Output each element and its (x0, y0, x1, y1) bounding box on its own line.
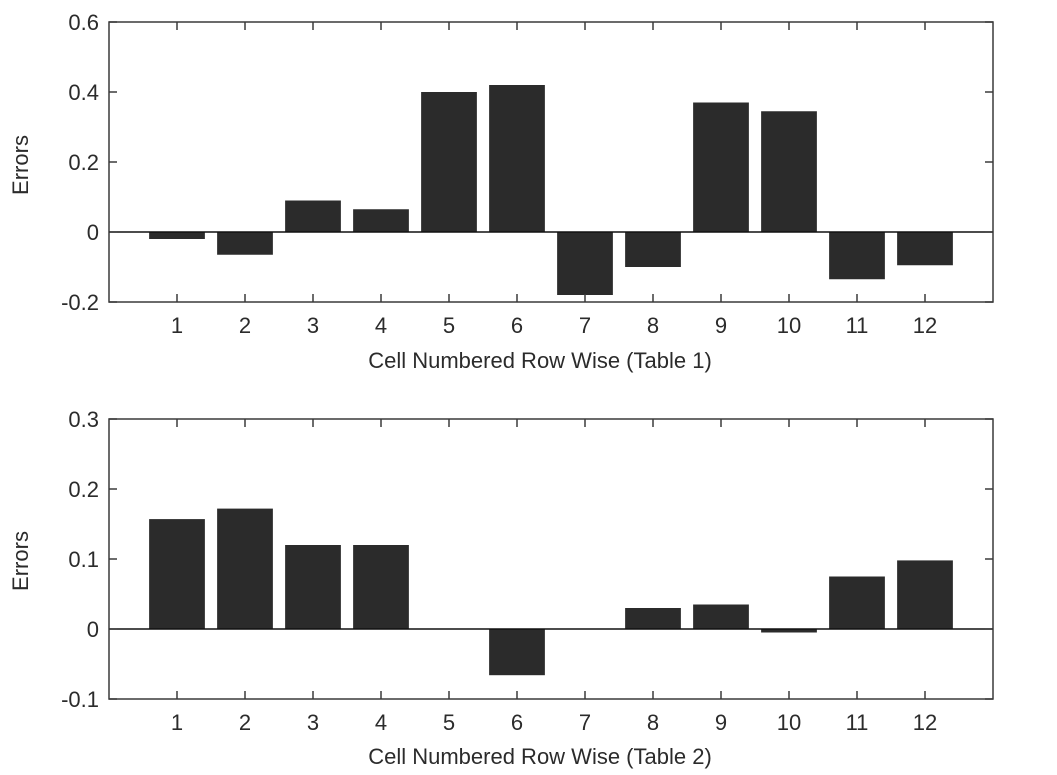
bar-11 (829, 232, 885, 280)
bar-7 (557, 232, 613, 295)
x-tick-label: 3 (307, 313, 319, 338)
bar-2 (217, 508, 273, 629)
bar-10 (761, 111, 817, 232)
x-tick-label: 8 (647, 313, 659, 338)
y-tick-label: -0.2 (61, 290, 99, 315)
y-axis-title: Errors (8, 531, 33, 591)
bar-5 (421, 92, 477, 232)
x-tick-label: 5 (443, 313, 455, 338)
x-tick-label: 10 (777, 313, 801, 338)
x-tick-label: 1 (171, 710, 183, 735)
y-tick-label: 0.4 (68, 80, 99, 105)
bar-10 (761, 629, 817, 633)
bar-9 (693, 604, 749, 629)
y-tick-label: -0.1 (61, 687, 99, 712)
bar-6 (489, 629, 545, 676)
bar-4 (353, 209, 409, 232)
bar-1 (149, 519, 205, 629)
x-tick-label: 9 (715, 313, 727, 338)
x-tick-label: 9 (715, 710, 727, 735)
y-tick-label: 0.3 (68, 407, 99, 432)
x-tick-label: 7 (579, 710, 591, 735)
bar-9 (693, 102, 749, 232)
bar-11 (829, 576, 885, 629)
x-tick-label: 4 (375, 710, 387, 735)
x-axis-title: Cell Numbered Row Wise (Table 1) (368, 348, 712, 373)
x-tick-label: 1 (171, 313, 183, 338)
x-tick-label: 12 (913, 710, 937, 735)
bar-3 (285, 545, 341, 629)
bar-1 (149, 232, 205, 239)
y-tick-label: 0 (87, 617, 99, 642)
x-tick-label: 11 (846, 710, 869, 735)
y-tick-label: 0.2 (68, 150, 99, 175)
x-tick-label: 11 (846, 313, 869, 338)
bar-12 (897, 232, 953, 266)
bar-12 (897, 560, 953, 629)
x-tick-label: 6 (511, 710, 523, 735)
x-tick-label: 4 (375, 313, 387, 338)
x-tick-label: 6 (511, 313, 523, 338)
bar-6 (489, 85, 545, 232)
bar-8 (625, 608, 681, 629)
y-axis-title: Errors (8, 135, 33, 195)
x-tick-label: 7 (579, 313, 591, 338)
bar-3 (285, 200, 341, 232)
chart-table-1: Errors Cell Numbered Row Wise (Table 1) … (8, 10, 994, 373)
x-tick-label: 2 (239, 710, 251, 735)
y-tick-label: 0.2 (68, 477, 99, 502)
y-tick-label: 0.1 (68, 547, 99, 572)
x-tick-label: 5 (443, 710, 455, 735)
x-tick-label: 12 (913, 313, 937, 338)
x-tick-label: 2 (239, 313, 251, 338)
y-tick-label: 0 (87, 220, 99, 245)
bar-8 (625, 232, 681, 267)
y-tick-label: 0.6 (68, 10, 99, 35)
x-axis-title: Cell Numbered Row Wise (Table 2) (368, 744, 712, 769)
bar-2 (217, 232, 273, 255)
x-tick-label: 3 (307, 710, 319, 735)
x-tick-label: 8 (647, 710, 659, 735)
bar-4 (353, 545, 409, 629)
x-tick-label: 10 (777, 710, 801, 735)
chart-table-2: Errors Cell Numbered Row Wise (Table 2) … (8, 407, 994, 769)
